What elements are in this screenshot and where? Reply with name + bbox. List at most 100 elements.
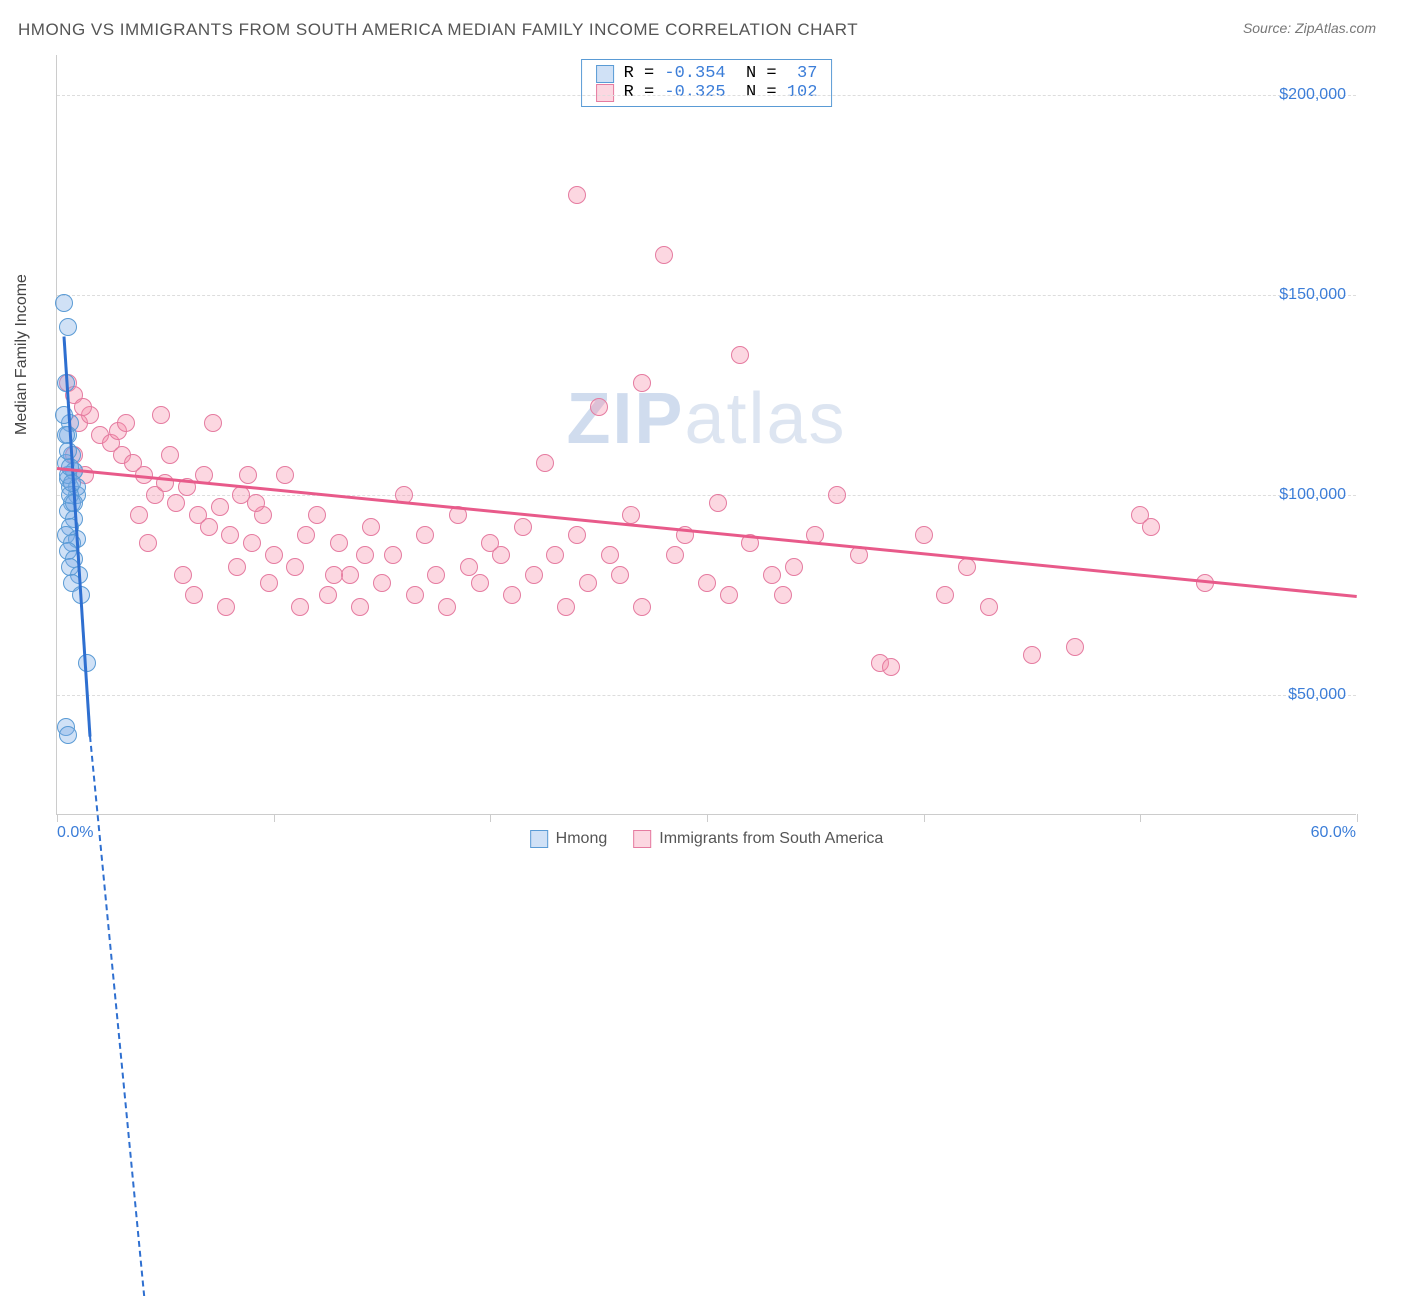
stats-row-series1: R = -0.354 N = 37	[596, 64, 818, 83]
legend-item-series2: Immigrants from South America	[633, 830, 883, 848]
scatter-point-series1	[59, 318, 77, 336]
scatter-point-series2	[319, 586, 337, 604]
y-axis-label: Median Family Income	[13, 274, 31, 435]
scatter-point-series2	[325, 566, 343, 584]
scatter-point-series2	[276, 466, 294, 484]
legend-label-series1: Hmong	[556, 830, 608, 848]
stats-row-series2: R = -0.325 N = 102	[596, 83, 818, 102]
scatter-point-series2	[185, 586, 203, 604]
scatter-point-series2	[503, 586, 521, 604]
source-attribution: Source: ZipAtlas.com	[1243, 20, 1376, 36]
scatter-point-series2	[217, 598, 235, 616]
scatter-point-series2	[882, 658, 900, 676]
chart-container: Median Family Income ZIPatlas R = -0.354…	[18, 55, 1388, 875]
scatter-point-series2	[936, 586, 954, 604]
scatter-point-series2	[460, 558, 478, 576]
x-tick	[1357, 814, 1358, 822]
scatter-point-series2	[1023, 646, 1041, 664]
scatter-point-series2	[152, 406, 170, 424]
scatter-point-series1	[55, 294, 73, 312]
scatter-point-series2	[709, 494, 727, 512]
scatter-point-series2	[774, 586, 792, 604]
x-tick-label-start: 0.0%	[57, 824, 93, 842]
scatter-point-series2	[74, 398, 92, 416]
scatter-point-series2	[406, 586, 424, 604]
x-tick	[490, 814, 491, 822]
scatter-point-series2	[536, 454, 554, 472]
x-tick	[57, 814, 58, 822]
scatter-point-series2	[557, 598, 575, 616]
scatter-point-series2	[297, 526, 315, 544]
scatter-point-series1	[59, 442, 77, 460]
swatch-series2	[596, 84, 614, 102]
x-tick	[924, 814, 925, 822]
scatter-point-series2	[763, 566, 781, 584]
scatter-point-series2	[720, 586, 738, 604]
gridline-horizontal	[57, 695, 1356, 696]
scatter-point-series2	[356, 546, 374, 564]
scatter-point-series2	[362, 518, 380, 536]
scatter-point-series2	[514, 518, 532, 536]
scatter-point-series2	[590, 398, 608, 416]
scatter-point-series2	[167, 494, 185, 512]
scatter-point-series2	[139, 534, 157, 552]
scatter-point-series2	[1142, 518, 1160, 536]
scatter-point-series2	[416, 526, 434, 544]
scatter-point-series2	[384, 546, 402, 564]
scatter-point-series2	[427, 566, 445, 584]
legend-swatch-series2	[633, 830, 651, 848]
scatter-point-series2	[698, 574, 716, 592]
scatter-point-series2	[243, 534, 261, 552]
scatter-point-series2	[915, 526, 933, 544]
scatter-point-series2	[161, 446, 179, 464]
scatter-point-series2	[546, 546, 564, 564]
scatter-point-series2	[373, 574, 391, 592]
x-tick-label-end: 60.0%	[1311, 824, 1356, 842]
scatter-point-series2	[492, 546, 510, 564]
scatter-point-series2	[568, 526, 586, 544]
scatter-point-series2	[130, 506, 148, 524]
scatter-point-series2	[438, 598, 456, 616]
y-tick-label: $200,000	[1279, 86, 1346, 104]
scatter-point-series2	[211, 498, 229, 516]
scatter-point-series2	[980, 598, 998, 616]
scatter-point-series2	[291, 598, 309, 616]
scatter-point-series2	[247, 494, 265, 512]
scatter-point-series2	[633, 374, 651, 392]
y-tick-label: $150,000	[1279, 286, 1346, 304]
scatter-point-series2	[260, 574, 278, 592]
chart-title: HMONG VS IMMIGRANTS FROM SOUTH AMERICA M…	[18, 20, 858, 40]
scatter-point-series2	[1066, 638, 1084, 656]
scatter-point-series2	[174, 566, 192, 584]
scatter-point-series2	[666, 546, 684, 564]
scatter-point-series2	[579, 574, 597, 592]
scatter-point-series2	[286, 558, 304, 576]
scatter-point-series2	[828, 486, 846, 504]
x-tick	[1140, 814, 1141, 822]
scatter-point-series2	[221, 526, 239, 544]
plot-area: ZIPatlas R = -0.354 N = 37 R = -0.325 N …	[56, 55, 1356, 815]
scatter-point-series2	[330, 534, 348, 552]
scatter-point-series2	[568, 186, 586, 204]
scatter-point-series2	[655, 246, 673, 264]
x-tick	[274, 814, 275, 822]
scatter-point-series2	[611, 566, 629, 584]
scatter-point-series2	[525, 566, 543, 584]
legend-swatch-series1	[530, 830, 548, 848]
scatter-point-series2	[308, 506, 326, 524]
y-tick-label: $100,000	[1279, 486, 1346, 504]
bottom-legend: Hmong Immigrants from South America	[530, 830, 884, 848]
legend-item-series1: Hmong	[530, 830, 608, 848]
trend-line-series1-extrapolation	[89, 736, 145, 1296]
watermark: ZIPatlas	[566, 378, 846, 460]
scatter-point-series2	[204, 414, 222, 432]
scatter-point-series2	[239, 466, 257, 484]
gridline-horizontal	[57, 95, 1356, 96]
scatter-point-series2	[228, 558, 246, 576]
scatter-point-series2	[351, 598, 369, 616]
scatter-point-series2	[601, 546, 619, 564]
scatter-point-series2	[117, 414, 135, 432]
scatter-point-series2	[265, 546, 283, 564]
scatter-point-series2	[200, 518, 218, 536]
x-tick	[707, 814, 708, 822]
